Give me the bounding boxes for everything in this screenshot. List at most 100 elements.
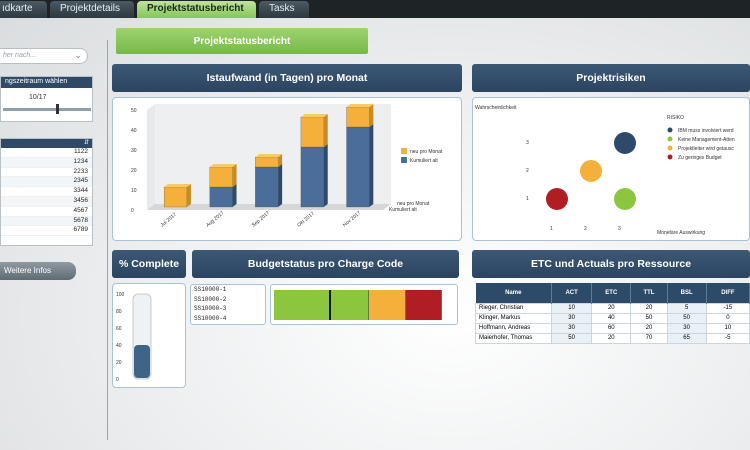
- percent-tick-label: 60: [116, 326, 122, 332]
- budget-segment: [369, 290, 406, 320]
- value-cell: 0: [705, 312, 750, 324]
- bar-cumulative: [346, 126, 370, 208]
- risk-point: [546, 188, 568, 210]
- value-cell: 10: [550, 302, 593, 314]
- bar-cumulative: [209, 186, 233, 208]
- id-list-item[interactable]: 4567: [1, 207, 92, 217]
- y-tick-label: 10: [131, 188, 137, 194]
- bar-side: [369, 104, 374, 127]
- sidebar: her nach... ⌄ ngszeitraum wählen 10/17 ⇵…: [0, 18, 108, 450]
- sidebar-divider: [107, 40, 108, 440]
- tab-landkarte[interactable]: ıdkarte: [0, 1, 47, 18]
- value-cell: 30: [666, 322, 707, 334]
- tab-tasks[interactable]: Tasks: [259, 1, 309, 18]
- table-row[interactable]: Hoffmann, Andreas 30 60 20 30 10: [475, 322, 750, 334]
- search-placeholder: her nach...: [3, 52, 37, 59]
- id-list-item[interactable]: 3344: [1, 187, 92, 197]
- budget-segment: [274, 290, 370, 320]
- value-cell: 70: [630, 332, 668, 344]
- table-row[interactable]: Klinger, Markus 30 40 50 50 0: [475, 312, 750, 324]
- budget-panel-title: Budgetstatus pro Charge Code: [192, 250, 459, 278]
- chevron-down-icon[interactable]: ⌄: [74, 50, 82, 60]
- charge-code-item: SS10000-4: [194, 314, 227, 322]
- complete-panel: 100 80 60 40 20 0: [112, 283, 186, 388]
- y-tick-label: 2: [526, 168, 529, 174]
- value-cell: 20: [591, 332, 632, 344]
- column-header[interactable]: BSL: [667, 283, 707, 303]
- budget-segment: [405, 290, 443, 320]
- resource-name-cell: Hoffmann, Andreas: [475, 322, 552, 334]
- sort-icon[interactable]: ⇵: [83, 140, 89, 146]
- risk-legend-label: Zu geringes Budget: [678, 155, 722, 161]
- bar-new: [255, 156, 279, 168]
- legend-label-new: neu pro Monat: [410, 149, 443, 155]
- tab-projektstatusbericht[interactable]: Projektstatusbericht: [137, 1, 256, 18]
- bar-top: [255, 154, 283, 157]
- id-list-header: ⇵: [1, 139, 92, 148]
- axis-note: neu pro Monat: [397, 201, 430, 207]
- risk-legend-dot: [667, 154, 673, 160]
- x-tick-label: Aug 2017: [205, 210, 225, 228]
- id-list-item[interactable]: 5678: [1, 216, 92, 227]
- charge-code-item: SS10000-2: [194, 295, 227, 303]
- risk-panel-title: Projektrisiken: [472, 64, 750, 92]
- y-axis-label: Wahrscheinlichkeit: [475, 105, 517, 111]
- more-info-button[interactable]: Weitere Infos: [0, 262, 76, 280]
- percent-tick-label: 100: [116, 292, 125, 298]
- x-tick-label: Jul 2017: [160, 212, 179, 229]
- value-cell: 10: [705, 322, 750, 334]
- value-cell: 5: [666, 302, 707, 314]
- id-list-item[interactable]: 2233: [1, 168, 92, 178]
- value-cell: 50: [630, 312, 668, 324]
- period-title: ngszeitraum wählen: [1, 77, 92, 88]
- bar-side: [323, 144, 328, 207]
- id-list-item[interactable]: 1122: [1, 148, 92, 158]
- bar-side: [278, 154, 283, 167]
- column-header[interactable]: Name: [475, 283, 552, 303]
- period-slider-thumb[interactable]: [56, 104, 59, 114]
- table-row[interactable]: Maierhofer, Thomas 50 20 70 65 -5: [475, 332, 750, 344]
- period-slider[interactable]: [3, 108, 91, 111]
- bar-cumulative: [255, 166, 279, 208]
- search-input[interactable]: her nach... ⌄: [0, 48, 88, 64]
- y-tick-label: 1: [526, 196, 529, 202]
- column-header[interactable]: TTL: [630, 283, 668, 303]
- percent-tick-label: 80: [116, 309, 122, 315]
- x-axis-label: Monetäre Auswirkung: [657, 230, 705, 236]
- id-list-item[interactable]: 2345: [1, 177, 92, 188]
- bar-side: [232, 164, 237, 187]
- risk-point: [614, 188, 636, 210]
- value-cell: 65: [666, 332, 707, 344]
- risk-legend-title: RISIKO: [667, 115, 684, 121]
- status-report-button[interactable]: Projektstatusbericht: [116, 28, 368, 54]
- risk-chart: Wahrscheinlichkeit 1 2 3 1 2 3 Monetäre Auswirk…: [475, 105, 735, 236]
- thermo-fill: [134, 345, 150, 378]
- y-tick-label: 50: [131, 108, 137, 114]
- id-list-item[interactable]: 3456: [1, 196, 92, 207]
- column-header[interactable]: ACT: [551, 283, 593, 303]
- legend-swatch-new: [401, 148, 407, 154]
- x-tick-label: Okt 2017: [296, 211, 316, 229]
- charge-code-item: SS10000-3: [194, 305, 227, 312]
- bar-side: [186, 184, 191, 207]
- complete-thermometer: 100 80 60 40 20 0: [116, 292, 152, 383]
- column-header[interactable]: DIFF: [706, 283, 750, 303]
- axis-note: Kumuliert alt: [389, 207, 417, 213]
- tab-projektdetails[interactable]: Projektdetails: [50, 1, 134, 18]
- id-list-item[interactable]: 6789: [1, 226, 92, 237]
- id-list-item[interactable]: 1234: [1, 157, 92, 168]
- value-cell: 20: [591, 302, 632, 314]
- x-tick-label: 3: [618, 226, 621, 232]
- bar-top: [209, 164, 237, 167]
- risk-legend-dot: [667, 127, 673, 133]
- charge-code-list: SS10000-1 SS10000-2 SS10000-3 SS10000-4: [190, 284, 266, 325]
- table-row[interactable]: Rieger, Christian 10 20 20 5 -15: [475, 302, 750, 314]
- tab-bar: ıdkarte Projektdetails Projektstatusberi…: [0, 0, 750, 18]
- value-cell: 50: [550, 332, 593, 344]
- risk-legend-label: Projektleiter wird getausc: [678, 146, 734, 152]
- y-tick-label: 30: [131, 148, 137, 154]
- effort-panel-title: Istaufwand (in Tagen) pro Monat: [112, 64, 462, 92]
- column-header[interactable]: ETC: [591, 283, 632, 303]
- x-tick-label: 2: [584, 226, 587, 232]
- budget-marker: [328, 290, 331, 320]
